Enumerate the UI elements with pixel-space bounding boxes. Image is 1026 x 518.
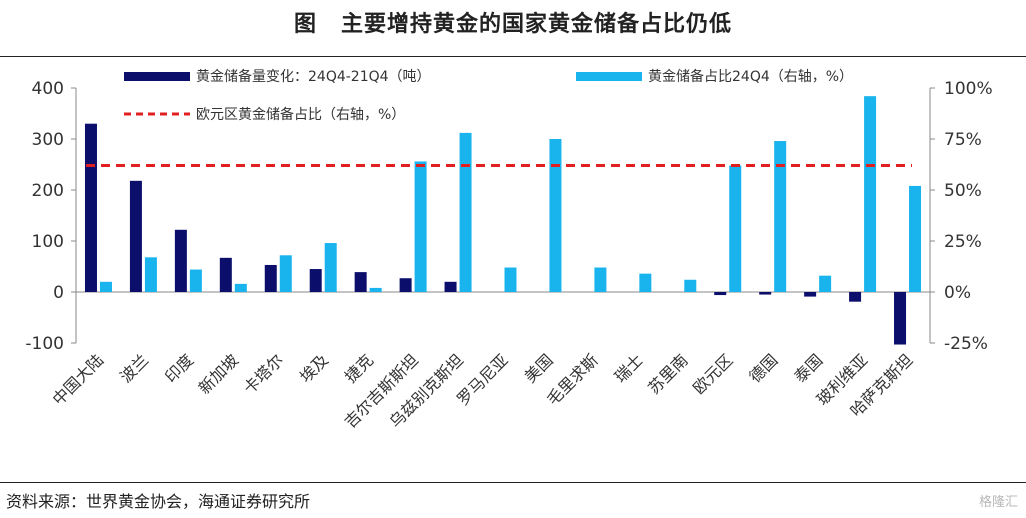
top-rule xyxy=(0,56,1026,57)
bar-reserve-change xyxy=(84,123,97,292)
bar-gold-share xyxy=(99,281,112,292)
legend-label-gold-share: 黄金储备占比24Q4（右轴，%） xyxy=(648,68,853,85)
figure-label: 图 xyxy=(293,12,317,37)
bar-gold-share xyxy=(504,267,517,292)
bar-reserve-change xyxy=(264,264,277,292)
bar-reserve-change xyxy=(219,257,232,292)
bar-gold-share xyxy=(774,141,787,292)
bar-gold-share xyxy=(684,279,697,292)
category-label: 波兰 xyxy=(116,350,152,386)
bar-gold-share xyxy=(864,96,877,292)
left-tick-label: 100 xyxy=(32,232,64,252)
watermark-logo: 格隆汇 xyxy=(978,495,1018,510)
category-label: 印度 xyxy=(161,350,197,386)
bottom-rule xyxy=(0,482,1026,483)
right-tick-label: 25% xyxy=(944,232,982,252)
bar-gold-share xyxy=(189,269,202,292)
bar-gold-share xyxy=(279,255,292,292)
bar-reserve-change xyxy=(849,292,862,302)
bar-reserve-change xyxy=(354,272,367,292)
bar-gold-share xyxy=(729,165,742,292)
category-label: 美国 xyxy=(521,350,557,386)
legend-label-euro-line: 欧元区黄金储备占比（右轴，%） xyxy=(196,106,405,123)
category-label: 埃及 xyxy=(296,350,332,386)
category-label: 卡塔尔 xyxy=(240,350,287,397)
right-tick-label: 75% xyxy=(944,130,982,150)
category-label: 苏里南 xyxy=(644,350,691,397)
category-label: 泰国 xyxy=(790,350,826,386)
bar-reserve-change xyxy=(444,281,457,292)
bar-reserve-change xyxy=(894,292,907,345)
category-label: 德国 xyxy=(745,350,781,386)
bar-gold-share xyxy=(459,132,472,292)
bar-gold-share xyxy=(414,161,427,292)
bar-gold-share xyxy=(639,273,652,292)
bar-gold-share xyxy=(909,185,922,292)
bar-gold-share xyxy=(324,243,337,292)
category-label: 新加坡 xyxy=(195,350,242,397)
left-tick-label: -100 xyxy=(25,334,64,354)
bar-gold-share xyxy=(144,257,157,292)
legend-swatch-gold-share xyxy=(576,72,642,81)
right-tick-label: -25% xyxy=(944,334,988,354)
bar-reserve-change xyxy=(174,229,187,292)
source-note: 资料来源：世界黄金协会，海通证券研究所 xyxy=(6,492,311,511)
bar-gold-share xyxy=(819,275,832,292)
right-tick-label: 0% xyxy=(944,283,971,303)
left-tick-label: 200 xyxy=(32,181,64,201)
legend-swatch-reserve-change xyxy=(124,72,190,81)
left-tick-label: 300 xyxy=(32,130,64,150)
bar-gold-share xyxy=(549,139,562,292)
bar-gold-share xyxy=(594,267,607,292)
bar-gold-share xyxy=(234,283,247,292)
category-label: 欧元区 xyxy=(689,350,736,397)
category-label: 中国大陆 xyxy=(49,350,108,409)
bar-reserve-change xyxy=(714,292,727,296)
bar-reserve-change xyxy=(804,292,817,297)
category-label: 捷克 xyxy=(341,350,377,386)
category-label: 瑞士 xyxy=(611,350,647,386)
bar-reserve-change xyxy=(759,292,772,295)
bar-chart: -100 0 100 200 300 400 -25% 0% 25% 50% 75% 100% 中国大陆… xyxy=(25,68,993,432)
left-tick-label: 0 xyxy=(53,283,64,303)
left-tick-label: 400 xyxy=(32,79,64,99)
bar-reserve-change xyxy=(129,180,142,292)
bar-reserve-change xyxy=(309,269,322,292)
chart-title: 图主要增持黄金的国家黄金储备占比仍低 xyxy=(0,6,1026,38)
right-tick-label: 100% xyxy=(944,79,993,99)
right-tick-label: 50% xyxy=(944,181,982,201)
bar-gold-share xyxy=(369,287,382,292)
figure-title: 主要增持黄金的国家黄金储备占比仍低 xyxy=(341,12,733,37)
legend-label-reserve-change: 黄金储备量变化：24Q4-21Q4（吨） xyxy=(196,68,431,85)
bar-reserve-change xyxy=(399,278,412,292)
